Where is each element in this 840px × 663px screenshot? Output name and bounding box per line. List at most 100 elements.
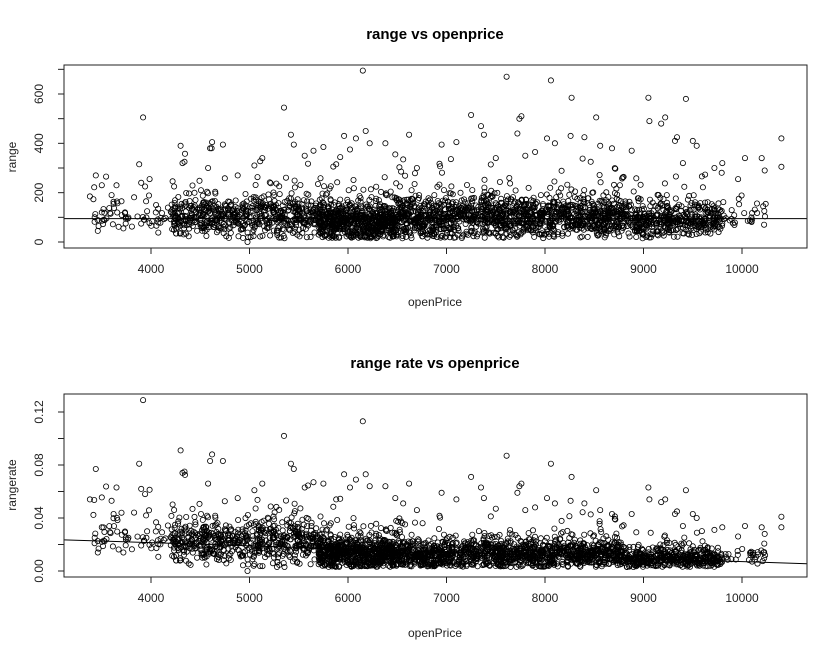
data-point xyxy=(135,534,140,539)
data-point xyxy=(144,199,149,204)
data-point xyxy=(662,181,667,186)
data-point xyxy=(565,231,570,236)
data-point xyxy=(132,195,137,200)
data-point xyxy=(243,191,248,196)
data-point xyxy=(198,511,203,516)
data-point xyxy=(513,188,518,193)
y-tick-label: 600 xyxy=(32,84,46,104)
data-point xyxy=(683,96,688,101)
data-point xyxy=(449,184,454,189)
data-point xyxy=(99,183,104,188)
data-point xyxy=(192,190,197,195)
data-point xyxy=(156,524,161,529)
data-point xyxy=(351,186,356,191)
data-point xyxy=(351,516,356,521)
data-point xyxy=(729,208,734,213)
data-point xyxy=(246,562,251,567)
data-point xyxy=(305,161,310,166)
data-point xyxy=(374,184,379,189)
data-point xyxy=(245,239,250,244)
x-tick-label: 8000 xyxy=(532,262,559,276)
data-point xyxy=(240,563,245,568)
y-axis-label: range xyxy=(5,141,19,172)
data-point xyxy=(368,187,373,192)
data-point xyxy=(762,222,767,227)
data-point xyxy=(548,78,553,83)
data-point xyxy=(720,161,725,166)
data-point xyxy=(412,181,417,186)
data-point xyxy=(397,184,402,189)
data-point xyxy=(515,131,520,136)
data-point xyxy=(437,513,442,518)
data-point xyxy=(306,516,311,521)
data-point xyxy=(137,162,142,167)
data-point xyxy=(104,484,109,489)
data-point xyxy=(407,132,412,137)
data-point xyxy=(184,514,189,519)
data-point xyxy=(283,498,288,503)
data-point xyxy=(222,499,227,504)
data-point xyxy=(268,233,273,238)
data-point xyxy=(266,197,271,202)
data-point xyxy=(233,198,238,203)
data-point xyxy=(367,141,372,146)
data-point xyxy=(206,165,211,170)
data-point xyxy=(470,188,475,193)
data-point xyxy=(156,554,161,559)
data-point xyxy=(567,192,572,197)
data-point xyxy=(308,234,313,239)
data-point xyxy=(292,185,297,190)
data-point xyxy=(193,197,198,202)
data-point xyxy=(629,148,634,153)
data-point xyxy=(298,182,303,187)
data-point xyxy=(478,124,483,129)
data-point xyxy=(200,193,205,198)
data-point xyxy=(552,179,557,184)
data-point xyxy=(342,133,347,138)
data-point xyxy=(321,521,326,526)
data-point xyxy=(159,211,164,216)
data-point xyxy=(482,235,487,240)
data-point xyxy=(482,177,487,182)
data-point xyxy=(331,504,336,509)
data-point xyxy=(739,193,744,198)
data-point xyxy=(694,143,699,148)
data-point xyxy=(736,196,741,201)
data-point xyxy=(497,179,502,184)
data-point xyxy=(493,156,498,161)
data-point xyxy=(597,172,602,177)
data-point xyxy=(374,521,379,526)
data-point xyxy=(504,74,509,79)
data-point xyxy=(92,185,97,190)
data-point xyxy=(210,140,215,145)
data-point xyxy=(538,193,543,198)
data-point xyxy=(195,555,200,560)
data-point xyxy=(314,526,319,531)
data-point xyxy=(582,188,587,193)
data-point xyxy=(673,174,678,179)
data-point xyxy=(141,115,146,120)
data-point xyxy=(240,235,245,240)
data-point xyxy=(568,133,573,138)
data-point xyxy=(469,225,474,230)
data-point xyxy=(762,208,767,213)
data-point xyxy=(634,234,639,239)
data-point xyxy=(631,189,636,194)
x-tick-label: 9000 xyxy=(630,262,657,276)
y-tick-label: 200 xyxy=(32,182,46,202)
data-point xyxy=(190,506,195,511)
data-point xyxy=(321,184,326,189)
data-point xyxy=(559,186,564,191)
data-point xyxy=(488,162,493,167)
data-point xyxy=(172,184,177,189)
data-point xyxy=(277,507,282,512)
data-point xyxy=(488,514,493,519)
data-point xyxy=(147,487,152,492)
data-point xyxy=(315,181,320,186)
data-point xyxy=(114,183,119,188)
data-point xyxy=(420,521,425,526)
data-point xyxy=(318,514,323,519)
data-point xyxy=(742,156,747,161)
